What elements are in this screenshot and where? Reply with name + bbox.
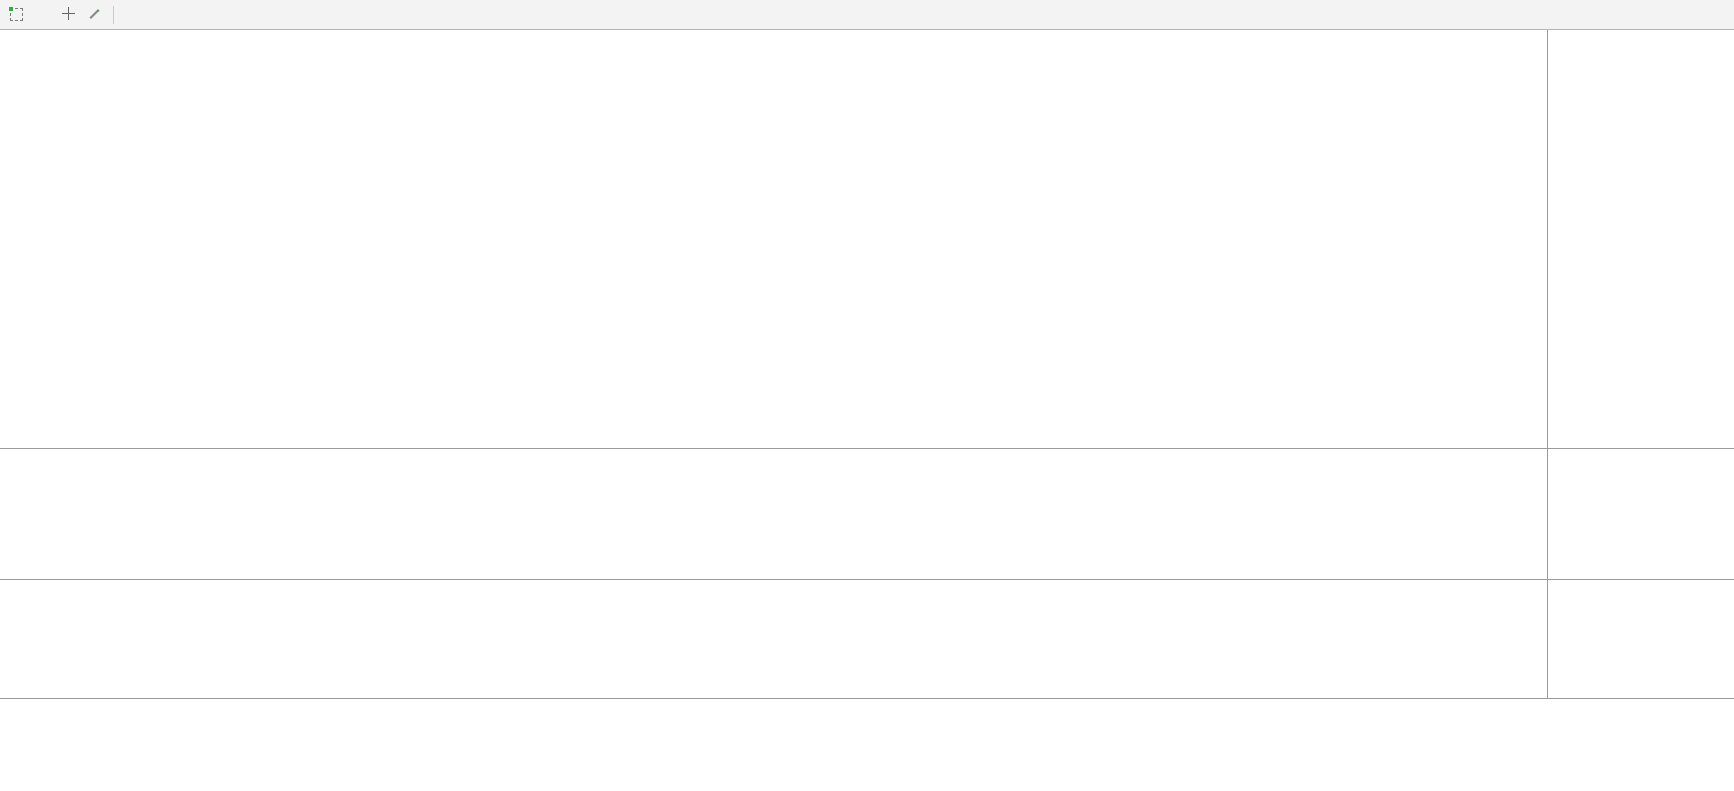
macd-label (8, 452, 20, 464)
crosshair-tool-button[interactable] (56, 4, 80, 26)
crosshair-icon (61, 6, 76, 24)
text-tool-button[interactable] (30, 4, 54, 26)
marquee-icon (8, 7, 23, 21)
symbol-title (7, 32, 16, 44)
pencil-icon (87, 6, 101, 23)
rsi-label (8, 583, 14, 595)
toolbar (0, 0, 1734, 30)
panel-separator (0, 698, 1734, 699)
draw-tool-button[interactable] (82, 4, 106, 26)
panel-separator[interactable] (0, 448, 1734, 449)
price-axis-border (1547, 30, 1548, 699)
toolbar-separator (113, 5, 114, 24)
select-tool-button[interactable] (4, 4, 28, 26)
chart-window (0, 30, 1734, 791)
panel-separator[interactable] (0, 579, 1734, 580)
